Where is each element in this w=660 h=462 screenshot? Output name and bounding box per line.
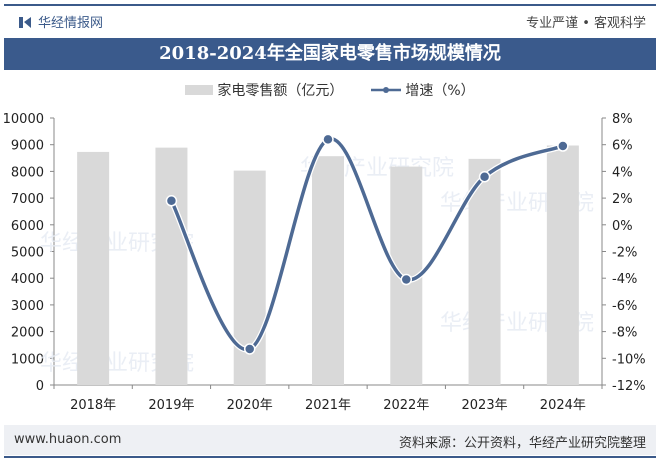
right-tick-label: -4% [612, 272, 637, 287]
x-tick-label: 2021年 [305, 398, 351, 413]
logo-text: 华经情报网 [38, 16, 104, 31]
x-tick-label: 2022年 [383, 398, 429, 413]
logo-icon [19, 16, 31, 28]
growth-point [243, 343, 256, 355]
left-tick-label: 7000 [11, 192, 44, 207]
legend-item-bar: 家电零售额（亿元） [185, 80, 343, 100]
right-tick-label: 4% [612, 165, 633, 180]
growth-point [165, 195, 178, 207]
left-tick-label: 2000 [11, 326, 44, 341]
right-tick-label: 0% [612, 219, 633, 234]
x-tick-label: 2023年 [462, 398, 508, 413]
logo: 华经情报网 [18, 12, 103, 31]
right-tick-label: 8% [612, 112, 633, 127]
right-tick-label: -10% [612, 352, 646, 367]
chart-title: 2018-2024年全国家电零售市场规模情况 [4, 38, 656, 70]
left-tick-label: 6000 [11, 219, 44, 234]
x-tick-label: 2019年 [148, 398, 194, 413]
x-tick-label: 2024年 [540, 398, 586, 413]
top-divider [4, 4, 656, 6]
x-tick-label: 2018年 [70, 398, 116, 413]
legend: 家电零售额（亿元） 增速（%） [0, 80, 660, 100]
right-tick-label: -12% [612, 379, 646, 394]
bar-2023年 [468, 158, 501, 385]
right-tick-label: 6% [612, 139, 633, 154]
right-tick-label: 2% [612, 192, 633, 207]
bottom-divider [4, 456, 656, 458]
right-tick-label: -2% [612, 246, 637, 261]
left-tick-label: 10000 [3, 112, 44, 127]
legend-item-line: 增速（%） [371, 80, 475, 100]
growth-point [322, 133, 334, 146]
left-tick-label: 9000 [11, 139, 44, 154]
growth-point [478, 170, 491, 183]
x-tick-label: 2020年 [227, 398, 273, 413]
bar-2018年 [77, 151, 110, 385]
legend-swatch-line [371, 87, 402, 93]
slogan: 专业严谨 • 客观科学 [526, 16, 646, 31]
right-tick-label: -8% [612, 326, 637, 341]
legend-label: 增速（%） [405, 83, 475, 99]
left-tick-label: 1000 [11, 352, 44, 367]
bar-2019年 [155, 147, 188, 385]
right-tick-label: -6% [612, 299, 637, 314]
bar-2021年 [312, 156, 344, 385]
left-tick-label: 3000 [11, 299, 44, 314]
left-tick-label: 4000 [11, 272, 44, 287]
source-note: 资料来源：公开资料，华经产业研究院整理 [398, 436, 646, 451]
legend-swatch-bar [185, 85, 214, 95]
growth-point [557, 140, 569, 152]
footer: www.huaon.com 资料来源：公开资料，华经产业研究院整理 [4, 425, 656, 455]
left-tick-label: 5000 [11, 246, 44, 261]
left-tick-label: 8000 [11, 165, 44, 180]
website-link[interactable]: www.huaon.com [14, 432, 122, 447]
legend-label: 家电零售额（亿元） [217, 83, 344, 99]
bar-2024年 [546, 145, 579, 385]
growth-point [400, 273, 413, 286]
left-tick-label: 0 [36, 379, 44, 394]
